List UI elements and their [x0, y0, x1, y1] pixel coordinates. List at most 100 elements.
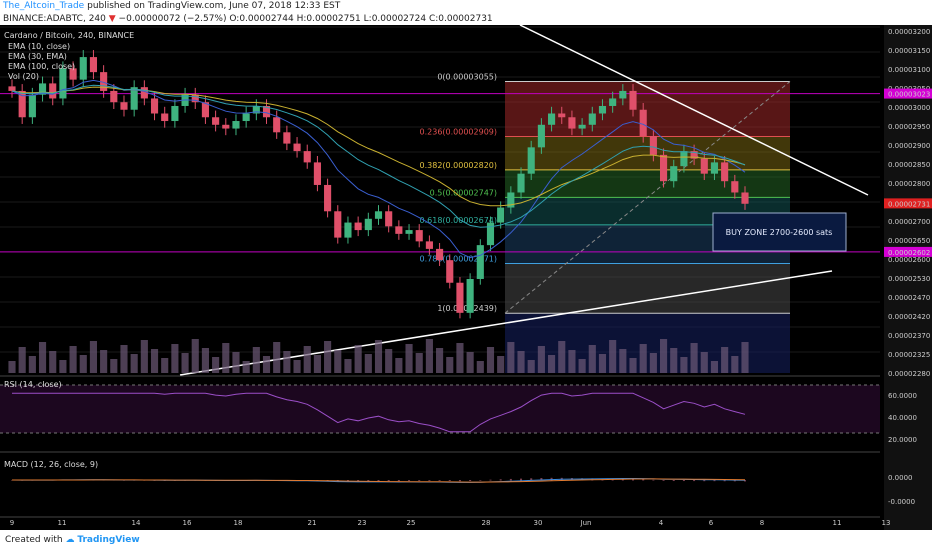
macd-histogram-bar [642, 479, 645, 481]
candle-body [690, 151, 698, 159]
candle-body [38, 83, 47, 95]
price-chart[interactable]: 0.000032000.000031500.000031000.00003050… [0, 25, 932, 530]
candle-body [212, 117, 220, 125]
volume-bar [222, 343, 230, 373]
x-tick-label: 30 [534, 519, 543, 527]
candle-body [466, 278, 474, 313]
candle-body [100, 72, 108, 91]
price-tag [884, 246, 932, 257]
volume-bar [466, 352, 474, 373]
volume-bar [79, 355, 87, 373]
volume-bar [609, 340, 617, 373]
x-tick-label: 11 [833, 519, 842, 527]
macd-histogram-bar [693, 480, 696, 482]
tradingview-brand[interactable]: TradingView [77, 535, 140, 545]
change-text: −0.00000072 (−2.57%) [118, 14, 227, 24]
created-with-text: Created with [5, 535, 63, 545]
volume-bar [374, 340, 383, 373]
candle-body [629, 90, 637, 110]
volume-bar [100, 350, 108, 373]
volume-bar [38, 342, 47, 373]
y-tick-label: 0.00002280 [888, 370, 930, 378]
tradingview-logo-icon: ☁ [65, 535, 75, 545]
x-tick-label: 11 [58, 519, 67, 527]
candle-body [639, 109, 647, 137]
candle-body [8, 86, 16, 91]
macd-histogram-bar [408, 480, 411, 481]
candle-body [721, 162, 729, 182]
x-tick-label: 13 [882, 519, 891, 527]
x-tick-label: 6 [709, 519, 714, 527]
candle-body [486, 222, 495, 246]
volume-bar [293, 360, 301, 373]
ohlc-text: O:0.00002744 H:0.00002751 L:0.00002724 C… [229, 14, 493, 24]
candle-body [741, 192, 749, 204]
macd-histogram-bar [458, 480, 461, 482]
x-tick-label: 16 [183, 519, 192, 527]
candle-body [507, 192, 515, 208]
candle-body [293, 143, 301, 152]
macd-histogram-bar [530, 478, 533, 481]
candle-body [395, 226, 403, 234]
candle-body [578, 124, 586, 129]
macd-histogram-bar [744, 480, 746, 482]
fib-level-label: 0.5(0.00002747) [430, 188, 497, 197]
candle-body [619, 90, 627, 99]
volume-bar [354, 345, 362, 373]
x-tick-label: 14 [132, 519, 141, 527]
y-tick-label: 0.00003100 [888, 66, 930, 74]
volume-bar [486, 347, 495, 373]
x-tick-label: Jun [580, 519, 592, 527]
volume-bar [649, 353, 657, 373]
candle-body [49, 83, 57, 99]
rsi-tick-label: 60.0000 [888, 392, 917, 400]
volume-bar [242, 361, 250, 373]
macd-histogram-bar [713, 480, 716, 482]
candle-body [313, 162, 321, 185]
volume-bar [140, 340, 148, 373]
candle-body [140, 87, 148, 99]
candle-body [18, 90, 26, 118]
volume-bar [324, 341, 332, 373]
fib-diagonal-line [504, 81, 791, 314]
candle-body [415, 230, 423, 242]
macd-histogram-bar [377, 480, 380, 482]
price-tag [884, 88, 932, 99]
volume-bar [537, 346, 545, 373]
volume-bar [69, 346, 77, 373]
volume-bar [415, 353, 423, 373]
footer: Created with ☁ TradingView [0, 530, 932, 550]
y-tick-label: 0.00002650 [888, 237, 930, 245]
y-tick-label: 0.00002900 [888, 142, 930, 150]
candle-body [609, 98, 617, 106]
candle-body [385, 211, 393, 227]
candle-body [222, 124, 230, 129]
macd-histogram-bar [428, 480, 431, 481]
x-tick-label: 18 [234, 519, 243, 527]
volume-bar [507, 342, 515, 373]
candle-body [150, 98, 159, 114]
volume-bar [619, 349, 627, 373]
indicator-label: EMA (10, close) [8, 42, 70, 51]
volume-bar [548, 355, 556, 373]
macd-tick-label: -0.0000 [888, 498, 915, 506]
published-text: published on TradingView.com, June 07, 2… [87, 1, 341, 11]
candle-body [517, 173, 525, 193]
candle-body [598, 105, 607, 114]
candle-body [731, 181, 739, 193]
candle-body [456, 282, 464, 313]
macd-histogram-bar [367, 480, 370, 482]
candle-body [28, 94, 36, 118]
macd-histogram-bar [499, 479, 502, 481]
volume-bar [303, 346, 311, 373]
volume-bar [89, 341, 98, 373]
x-tick-label: 21 [308, 519, 317, 527]
author-link[interactable]: The_Altcoin_Trade [3, 1, 85, 11]
publisher-bar: The_Altcoin_Trade published on TradingVi… [0, 0, 932, 13]
candle-body [89, 57, 98, 73]
candle-body [425, 241, 433, 249]
candle-body [374, 211, 383, 219]
y-tick-label: 0.00002530 [888, 275, 930, 283]
candle-body [364, 218, 372, 231]
volume-bar [150, 349, 159, 373]
